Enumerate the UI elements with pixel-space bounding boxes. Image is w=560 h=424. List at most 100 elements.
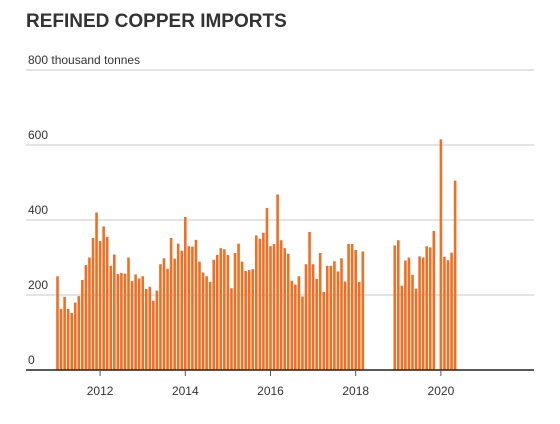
bar	[226, 254, 230, 371]
bar	[262, 232, 265, 370]
bar	[251, 269, 255, 371]
bar	[215, 254, 219, 371]
y-tick-label: 600	[28, 128, 48, 142]
bar	[308, 232, 311, 370]
bar	[333, 261, 336, 370]
bar	[98, 241, 102, 370]
bar	[411, 274, 414, 370]
bar	[354, 250, 357, 370]
bar	[297, 276, 301, 370]
bar	[123, 273, 127, 371]
bar	[84, 265, 88, 370]
bar	[361, 251, 365, 370]
bar	[418, 256, 421, 371]
bar	[230, 288, 233, 370]
bar	[265, 208, 269, 370]
bar	[208, 281, 212, 371]
x-tick-label: 2018	[342, 384, 369, 398]
bar	[283, 248, 286, 371]
chart-title: REFINED COPPER IMPORTS	[26, 11, 287, 32]
bar	[301, 296, 304, 370]
y-tick-label: 0	[28, 353, 35, 367]
bar	[357, 281, 361, 371]
bar	[350, 244, 354, 370]
bar	[159, 264, 162, 370]
bar	[91, 238, 95, 370]
bar-layer	[56, 139, 457, 371]
y-tick-label: 200	[28, 278, 48, 292]
bar	[70, 313, 73, 370]
bar	[187, 246, 191, 370]
x-tick-label: 2014	[172, 384, 199, 398]
bar	[184, 217, 187, 370]
bar	[134, 274, 137, 371]
bar	[446, 260, 450, 371]
bar	[397, 240, 400, 370]
bar	[233, 253, 237, 370]
bar	[240, 261, 244, 371]
bar	[244, 271, 247, 370]
bar	[393, 245, 397, 370]
bar	[59, 308, 63, 371]
bar	[400, 285, 404, 371]
axis-layer: 0 200 400 600 800 thousand tonnes 2012 2014 201…	[26, 53, 534, 398]
bar	[276, 194, 279, 370]
bar	[258, 238, 262, 370]
bar	[304, 264, 308, 370]
bar	[56, 276, 59, 370]
bar	[237, 243, 240, 371]
bar	[148, 286, 152, 370]
bar	[198, 261, 201, 371]
bar	[247, 269, 251, 371]
bar	[162, 258, 166, 370]
bar	[212, 259, 215, 370]
bar	[340, 258, 343, 370]
bar	[453, 180, 457, 371]
bar	[205, 276, 208, 370]
bar	[166, 268, 169, 370]
bar	[425, 246, 428, 370]
bar	[404, 260, 407, 370]
bar	[269, 246, 272, 370]
bar	[343, 281, 347, 370]
bar	[152, 300, 155, 371]
bar	[137, 278, 141, 370]
bar	[255, 235, 258, 371]
bar	[347, 244, 350, 370]
y-tick-label: 400	[28, 203, 48, 217]
bar	[201, 272, 205, 370]
bar	[176, 243, 180, 371]
bar	[77, 296, 81, 371]
bar	[127, 257, 130, 370]
x-tick-label: 2012	[87, 384, 114, 398]
y-tick-label: 800 thousand tonnes	[28, 53, 140, 67]
bar	[173, 258, 176, 371]
bar	[290, 280, 294, 370]
bar	[223, 249, 226, 370]
bar	[169, 238, 173, 370]
bar	[407, 257, 411, 370]
bar	[180, 250, 184, 370]
bar	[116, 274, 120, 370]
bar	[66, 308, 70, 371]
x-tick-label: 2016	[257, 384, 284, 398]
bar	[155, 290, 159, 370]
bar	[120, 272, 123, 371]
bar	[443, 256, 446, 370]
bar	[191, 246, 194, 371]
bar	[63, 296, 66, 371]
bar	[219, 248, 223, 371]
bar	[336, 271, 340, 371]
bar	[286, 253, 290, 370]
bar	[130, 281, 134, 371]
bar	[439, 139, 443, 371]
bar	[329, 265, 333, 370]
bar	[311, 264, 315, 370]
bar	[272, 244, 276, 370]
bar	[105, 236, 109, 371]
bar	[194, 239, 198, 371]
bar	[315, 278, 318, 371]
bar	[414, 288, 418, 371]
bar	[109, 265, 113, 370]
bar	[73, 302, 77, 370]
